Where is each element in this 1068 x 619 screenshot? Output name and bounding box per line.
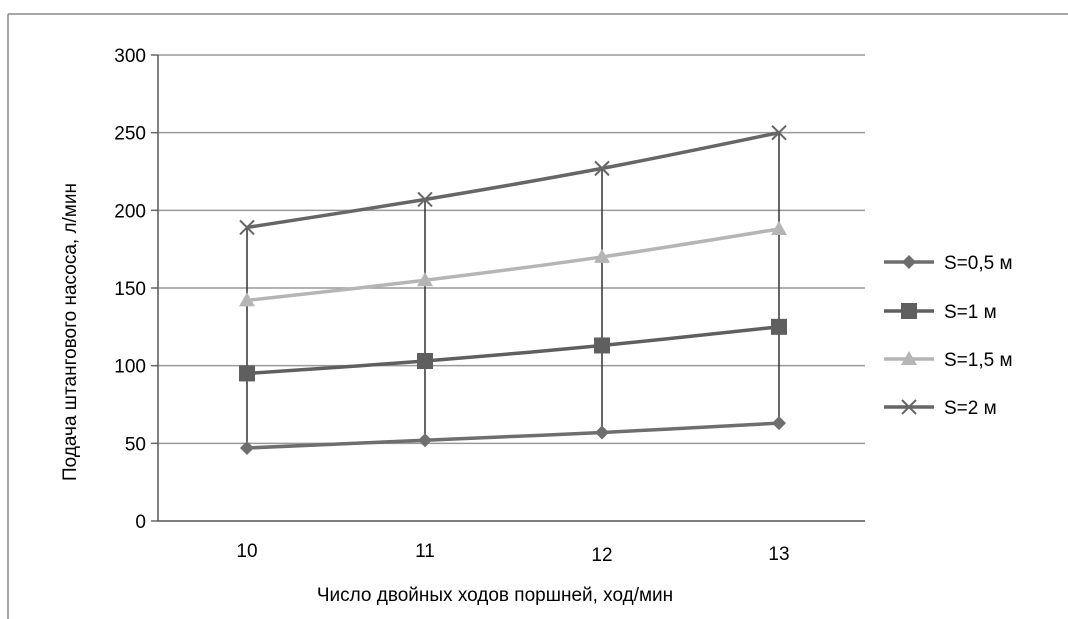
- series-3-point-4: [771, 220, 787, 235]
- y-tick-label: 300: [114, 46, 146, 67]
- y-tick-label: 100: [114, 357, 146, 378]
- x-tick-label: 12: [591, 545, 612, 566]
- series-group: [239, 124, 787, 455]
- y-tick-label: 250: [114, 124, 146, 145]
- drop-lines: [246, 132, 780, 448]
- y-tick-label: 0: [135, 512, 146, 533]
- series-line-2: [246, 325, 780, 376]
- series-line-3: [246, 227, 780, 303]
- x-marker-stroke: [417, 191, 433, 208]
- series-4-point-1: [239, 219, 255, 236]
- x-tick-label: 11: [415, 541, 435, 562]
- series-3-point-1: [239, 292, 255, 307]
- grid-lines: [158, 54, 865, 445]
- legend-marker-3: [901, 351, 917, 365]
- series-1-point-3: [595, 425, 609, 440]
- series-4-point-2: [417, 191, 433, 208]
- series-line-4: [246, 130, 780, 230]
- legend-label-4: S=2 м: [944, 398, 997, 419]
- x-axis-label: Число двойных ходов поршней, ход/мин: [317, 585, 673, 606]
- series-1-point-2: [418, 433, 432, 448]
- legend-label-1: S=0,5 м: [944, 253, 1013, 274]
- series-line-1: [246, 421, 780, 450]
- x-tick-label: 13: [768, 544, 789, 565]
- series-2-point-1: [239, 365, 255, 382]
- y-tick-label: 200: [114, 201, 146, 222]
- series-3-point-3: [594, 248, 610, 263]
- series-2-point-4: [771, 318, 787, 335]
- y-axis-label: Подача штангового насоса, л/мин: [60, 183, 81, 481]
- x-marker-stroke: [594, 160, 610, 177]
- legend: S=0,5 м S=1 м S=1,5 м S=2 м: [884, 253, 1013, 419]
- x-marker-stroke: [771, 124, 787, 141]
- legend-marker-4: [901, 399, 917, 415]
- legend-label-3: S=1,5 м: [944, 350, 1013, 371]
- chart-frame: [7, 13, 1068, 619]
- series-3-point-2: [417, 272, 433, 287]
- x-marker-stroke: [901, 399, 917, 415]
- legend-label-2: S=1 м: [944, 302, 997, 323]
- x-marker-stroke: [239, 219, 255, 236]
- legend-marker-2: [901, 303, 917, 319]
- y-tick-label: 150: [114, 279, 146, 300]
- series-1-point-1: [240, 440, 254, 455]
- legend-marker-1: [902, 255, 916, 269]
- x-tick-label: 10: [236, 541, 257, 562]
- axes: 0 50 100 150 200 250 300 10 11 12 13: [114, 46, 865, 566]
- series-4-point-3: [594, 160, 610, 177]
- series-1-point-4: [772, 416, 786, 431]
- series-4-point-4: [771, 124, 787, 141]
- y-tick-label: 50: [125, 434, 146, 455]
- series-2-point-2: [417, 353, 433, 370]
- series-2-point-3: [594, 337, 610, 354]
